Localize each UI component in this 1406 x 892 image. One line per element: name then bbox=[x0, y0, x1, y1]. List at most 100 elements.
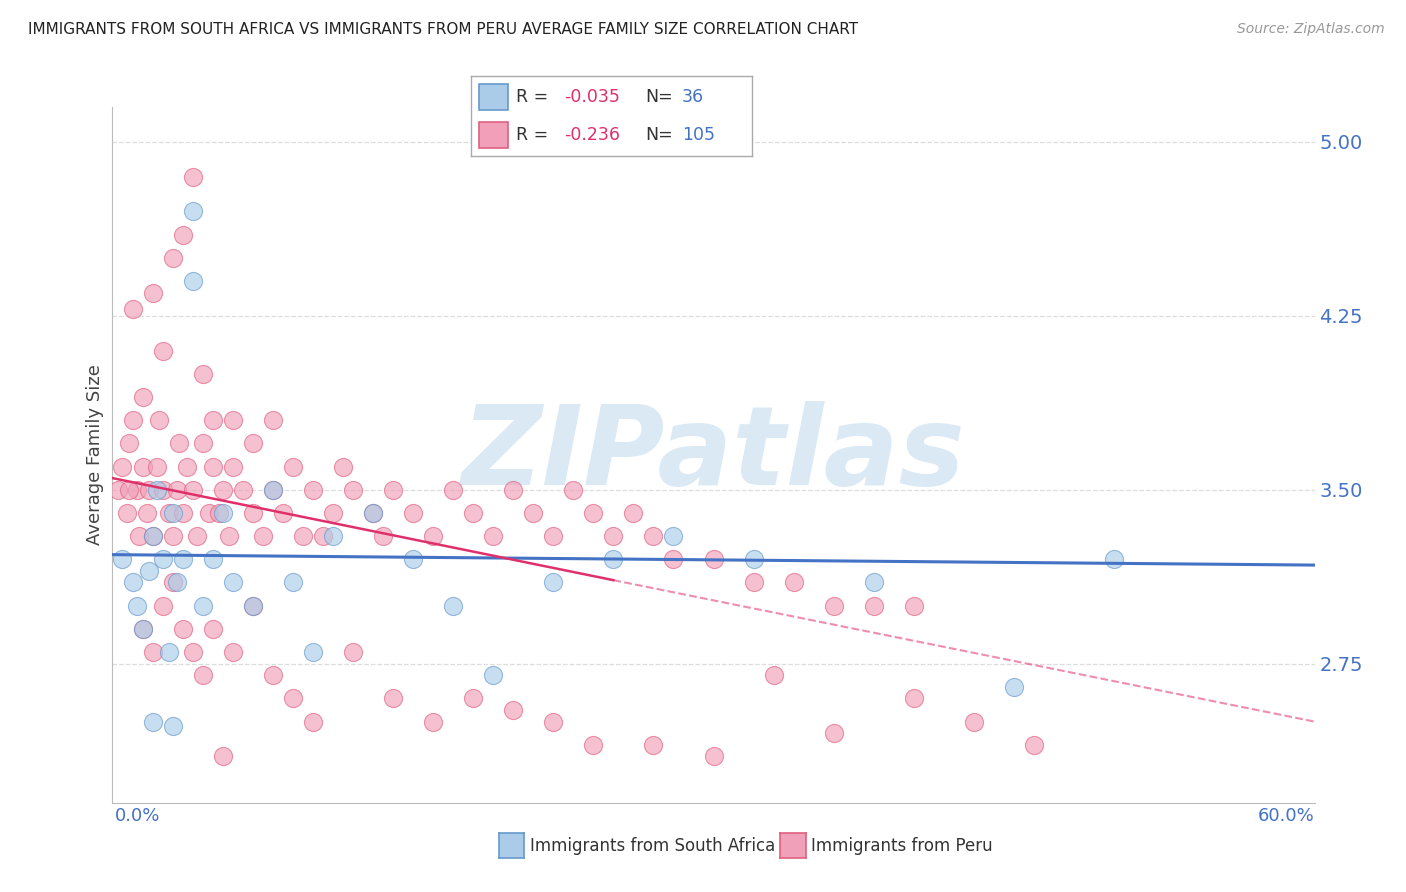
Point bbox=[422, 529, 444, 543]
Point bbox=[543, 575, 565, 590]
Point bbox=[422, 714, 444, 729]
Point bbox=[131, 622, 153, 636]
Point bbox=[107, 483, 129, 497]
Point bbox=[543, 529, 565, 543]
Point bbox=[152, 599, 174, 613]
Point bbox=[742, 552, 765, 566]
Text: R =: R = bbox=[516, 87, 548, 105]
Point bbox=[742, 575, 765, 590]
Point bbox=[162, 506, 184, 520]
Point bbox=[1022, 738, 1045, 752]
Point bbox=[862, 575, 886, 590]
Point bbox=[191, 436, 214, 450]
Point bbox=[862, 599, 886, 613]
Text: Immigrants from Peru: Immigrants from Peru bbox=[811, 837, 993, 855]
Point bbox=[602, 552, 624, 566]
Point bbox=[115, 506, 138, 520]
Point bbox=[242, 599, 264, 613]
Point bbox=[381, 691, 405, 706]
Point bbox=[621, 506, 644, 520]
Point bbox=[262, 483, 284, 497]
Point bbox=[281, 575, 304, 590]
Text: N=: N= bbox=[645, 87, 673, 105]
FancyBboxPatch shape bbox=[479, 122, 508, 148]
Point bbox=[291, 529, 314, 543]
Point bbox=[602, 529, 624, 543]
Point bbox=[301, 645, 323, 659]
Point bbox=[271, 506, 294, 520]
Point bbox=[148, 413, 170, 427]
Point bbox=[582, 506, 605, 520]
Text: 105: 105 bbox=[682, 127, 714, 145]
Point bbox=[222, 459, 245, 474]
Point bbox=[172, 506, 194, 520]
Point bbox=[111, 552, 134, 566]
Point bbox=[543, 714, 565, 729]
Point bbox=[117, 483, 139, 497]
Text: IMMIGRANTS FROM SOUTH AFRICA VS IMMIGRANTS FROM PERU AVERAGE FAMILY SIZE CORRELA: IMMIGRANTS FROM SOUTH AFRICA VS IMMIGRAN… bbox=[28, 22, 858, 37]
Point bbox=[131, 390, 153, 404]
Point bbox=[441, 599, 464, 613]
Point bbox=[117, 436, 139, 450]
Point bbox=[342, 483, 364, 497]
Point bbox=[252, 529, 274, 543]
Point bbox=[138, 564, 160, 578]
Point bbox=[242, 599, 264, 613]
Point bbox=[157, 645, 180, 659]
Point bbox=[242, 436, 264, 450]
Point bbox=[181, 274, 204, 288]
Point bbox=[823, 726, 845, 740]
Point bbox=[211, 506, 233, 520]
Point bbox=[502, 703, 524, 717]
Point bbox=[121, 301, 143, 316]
Point bbox=[141, 714, 163, 729]
Point bbox=[121, 575, 143, 590]
Point bbox=[1002, 680, 1025, 694]
Point bbox=[232, 483, 254, 497]
Point bbox=[157, 506, 180, 520]
Point bbox=[502, 483, 524, 497]
Point bbox=[222, 575, 245, 590]
Point bbox=[262, 668, 284, 682]
Point bbox=[162, 251, 184, 265]
Point bbox=[125, 599, 148, 613]
Point bbox=[145, 483, 167, 497]
Point bbox=[201, 622, 224, 636]
Point bbox=[262, 483, 284, 497]
Point bbox=[662, 552, 685, 566]
Point bbox=[242, 506, 264, 520]
Point bbox=[166, 483, 188, 497]
Point bbox=[301, 483, 323, 497]
Text: 0.0%: 0.0% bbox=[115, 807, 160, 825]
Point bbox=[482, 529, 505, 543]
Point bbox=[167, 436, 190, 450]
Point bbox=[643, 738, 665, 752]
Text: -0.236: -0.236 bbox=[564, 127, 620, 145]
Text: Source: ZipAtlas.com: Source: ZipAtlas.com bbox=[1237, 22, 1385, 37]
Point bbox=[702, 749, 725, 764]
Text: R =: R = bbox=[516, 127, 548, 145]
Point bbox=[197, 506, 219, 520]
Point bbox=[141, 529, 163, 543]
Point bbox=[208, 506, 231, 520]
Point bbox=[371, 529, 394, 543]
Point bbox=[361, 506, 384, 520]
Point bbox=[262, 413, 284, 427]
Point bbox=[201, 552, 224, 566]
Point bbox=[181, 645, 204, 659]
Point bbox=[152, 343, 174, 358]
Point bbox=[186, 529, 208, 543]
Point bbox=[562, 483, 585, 497]
Point bbox=[125, 483, 148, 497]
Point bbox=[312, 529, 335, 543]
Point bbox=[121, 413, 143, 427]
Point bbox=[301, 714, 323, 729]
Point bbox=[152, 552, 174, 566]
Point bbox=[643, 529, 665, 543]
Text: 36: 36 bbox=[682, 87, 704, 105]
Point bbox=[402, 552, 425, 566]
Point bbox=[322, 529, 344, 543]
Point bbox=[381, 483, 405, 497]
Point bbox=[211, 749, 233, 764]
Y-axis label: Average Family Size: Average Family Size bbox=[86, 365, 104, 545]
